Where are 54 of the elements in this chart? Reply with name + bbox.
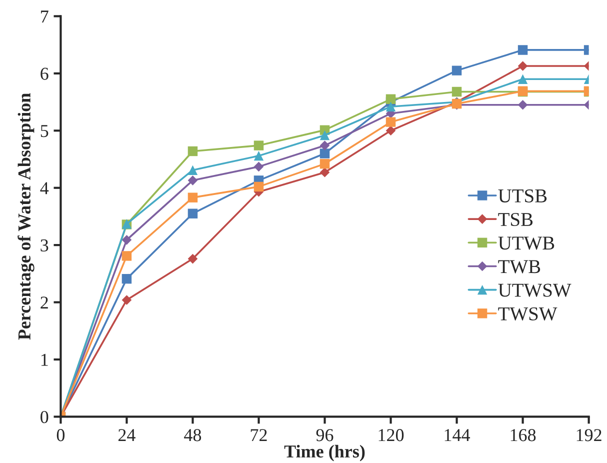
- point: [386, 102, 396, 112]
- point: [122, 295, 132, 305]
- point: [386, 117, 396, 127]
- y-tick-label: 3: [40, 239, 48, 252]
- point: [320, 167, 330, 178]
- point: [386, 94, 396, 104]
- point: [320, 148, 330, 158]
- legend-label: TSB: [498, 212, 533, 226]
- point: [188, 208, 198, 218]
- x-tick-label: 168: [510, 429, 536, 442]
- point: [254, 162, 264, 172]
- point: [188, 176, 198, 186]
- point: [122, 251, 132, 261]
- point: [254, 182, 264, 192]
- x-tick-label: 120: [378, 429, 404, 442]
- point: [188, 146, 198, 156]
- y-axis-title: Percentage of Water Absorption: [18, 93, 34, 340]
- y-tick-label: 4: [40, 182, 49, 194]
- x-tick-label: 96: [316, 429, 334, 442]
- x-tick-label: 24: [118, 429, 136, 442]
- x-tick-label: 144: [444, 429, 470, 442]
- y-tick-label: 6: [40, 68, 48, 80]
- point: [254, 150, 264, 161]
- point: [518, 61, 528, 71]
- point: [452, 86, 462, 97]
- y-tick-label: 1: [41, 354, 48, 366]
- point: [122, 274, 132, 284]
- x-tick-label: 0: [56, 429, 65, 442]
- point: [518, 74, 528, 84]
- legend-label: UTSB: [498, 189, 547, 202]
- point: [452, 66, 462, 76]
- legend-label: UTWSW: [498, 284, 572, 297]
- point: [320, 140, 330, 150]
- y-tick-label: 7: [41, 10, 48, 22]
- point: [518, 45, 528, 55]
- y-tick-label: 2: [40, 296, 48, 309]
- x-axis-title: Time (hrs): [284, 444, 365, 462]
- y-tick-label: 5: [40, 125, 48, 138]
- x-tick-label: 192: [576, 429, 602, 442]
- point: [188, 192, 198, 202]
- y-tick-label: 0: [40, 410, 48, 424]
- legend-label: UTWB: [498, 236, 554, 250]
- point: [320, 158, 330, 169]
- x-tick-label: 48: [184, 429, 202, 442]
- point: [518, 100, 528, 110]
- legend-label: TWB: [498, 260, 540, 274]
- point: [320, 130, 330, 140]
- point: [188, 254, 198, 264]
- legend-label: TWSW: [498, 307, 558, 320]
- point: [386, 126, 396, 136]
- point: [254, 140, 264, 150]
- x-tick-label: 72: [250, 429, 267, 442]
- point: [188, 165, 198, 175]
- point: [122, 235, 132, 245]
